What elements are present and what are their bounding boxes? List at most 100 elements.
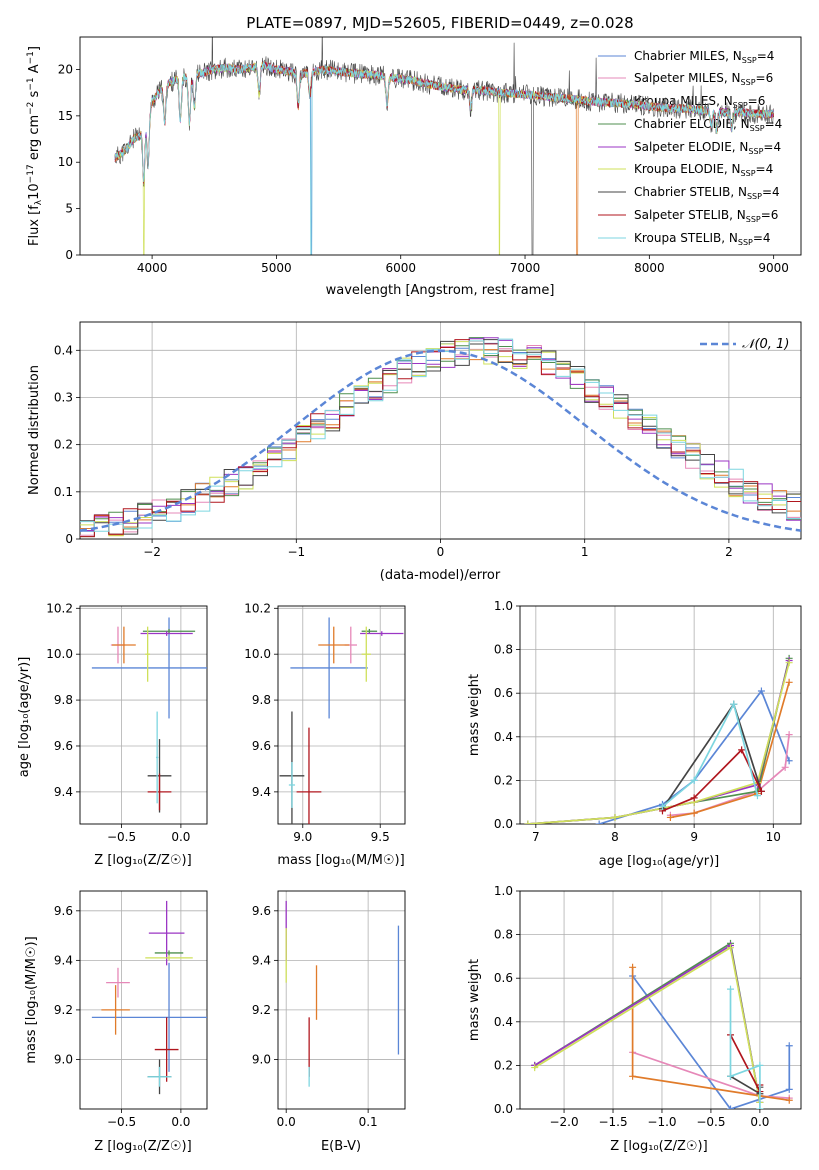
data-point: [318, 626, 350, 664]
y-tick-label: 9.6: [252, 739, 271, 753]
residuals-ylabel: Normed distribution: [27, 365, 42, 495]
x-tick-label: −2: [143, 545, 161, 559]
weight-marker: [690, 794, 698, 802]
data-point: [145, 955, 193, 961]
data-point: [154, 950, 184, 956]
weight-marker: [690, 809, 698, 817]
normal-curve-legend-label: 𝒩(0, 1): [742, 337, 789, 352]
spectrum-frame: [79, 36, 802, 256]
weight_vs_Z-axes: −2.0 −1.5 −1.0 −0.5 0.0 0.0 0.2 0.4 0.6 0.8 1.0: [494, 884, 802, 1129]
legend-label: Kroupa ELODIE, NSSP=4: [634, 162, 773, 178]
y-tick-label: 9.0: [252, 1052, 271, 1066]
weight-series-line: [729, 989, 761, 1109]
data-point: [145, 626, 151, 682]
agemass-xlabel: mass [log₁₀(M/M☉)]: [277, 853, 404, 868]
x-tick-label: −0.5: [696, 1115, 725, 1129]
weight_vs_age-series: [524, 654, 793, 824]
mass_vs_ebv-axes: 0.0 0.1 9.0 9.2 9.4 9.6: [252, 890, 406, 1129]
normal-curve: [80, 349, 801, 532]
weight-marker: [757, 787, 765, 795]
y-tick-label: 0.0: [494, 817, 513, 831]
weight-series-line: [670, 682, 790, 819]
x-tick-label: 4000: [137, 261, 168, 275]
y-tick-label: 0: [65, 532, 73, 546]
data-point: [142, 628, 196, 634]
x-tick-label: 7000: [510, 261, 541, 275]
weight-marker: [658, 803, 666, 811]
weight_vs_Z-frame: [519, 890, 802, 1110]
data-point: [106, 967, 130, 998]
weight-marker: [531, 1064, 539, 1072]
y-tick-label: 0.2: [54, 438, 73, 452]
residuals-xlabel: (data-model)/error: [380, 568, 501, 583]
legend-label: Salpeter ELODIE, NSSP=4: [634, 140, 781, 156]
x-tick-label: 8: [611, 830, 619, 844]
data-point: [148, 900, 185, 966]
y-tick-label: 9.4: [252, 953, 271, 967]
x-tick-label: 9000: [758, 261, 789, 275]
figure-title: PLATE=0897, MJD=52605, FIBERID=0449, z=0…: [246, 14, 633, 32]
y-tick-label: 9.2: [54, 1003, 73, 1017]
weight-marker: [785, 1042, 793, 1050]
weightz-xlabel: Z [log₁₀(Z/Z☉)]: [610, 1139, 707, 1154]
spectrum-series-group: [114, 37, 775, 255]
y-tick-label: 15: [58, 109, 73, 123]
weight_vs_age-frame: [519, 605, 802, 825]
data-point: [140, 631, 193, 636]
data-point: [147, 773, 172, 811]
x-tick-label: 6000: [385, 261, 416, 275]
weight-series-line: [631, 967, 790, 1102]
y-tick-label: 0.0: [494, 1102, 513, 1116]
x-tick-label: 9.5: [371, 830, 390, 844]
mass_vs_ebv-points: [285, 900, 400, 1087]
y-tick-label: 9.8: [252, 693, 271, 707]
weight-marker: [611, 813, 619, 821]
weight-marker: [785, 731, 793, 739]
y-tick-label: 9.6: [252, 904, 271, 918]
spectrum-series-line: [114, 60, 774, 255]
weight-marker: [629, 963, 637, 971]
massz-ylabel: mass [log₁₀(M/M☉)]: [24, 936, 39, 1063]
weightage-ylabel: mass weight: [467, 674, 482, 756]
weight-marker: [785, 1096, 793, 1104]
weight-marker: [727, 1072, 735, 1080]
spectrum-ylabel: Flux [fλ10−17 erg cm−2 s−1 A−1]: [26, 46, 44, 246]
histogram-group: [80, 337, 801, 538]
y-tick-label: 1.0: [494, 884, 513, 898]
x-tick-label: 9: [690, 830, 698, 844]
weight-marker: [781, 763, 789, 771]
weight-marker: [738, 746, 746, 754]
y-tick-label: 20: [58, 62, 73, 76]
weight-marker: [785, 659, 793, 667]
data-point: [101, 985, 130, 1035]
x-tick-label: −0.5: [107, 830, 136, 844]
y-tick-label: 9.4: [54, 953, 73, 967]
data-point: [360, 631, 404, 636]
residuals-frame: [79, 321, 802, 540]
y-tick-label: 10.2: [46, 601, 73, 615]
y-tick-label: 10.0: [244, 647, 271, 661]
weight-marker: [666, 813, 674, 821]
data-point: [361, 628, 378, 634]
data-point: [154, 1017, 179, 1082]
data-point: [91, 962, 207, 1072]
y-tick-label: 0.8: [494, 928, 513, 942]
x-tick-label: −1.0: [647, 1115, 676, 1129]
legend-label: Salpeter MILES, NSSP=6: [634, 71, 773, 87]
weightage-xlabel: age [log₁₀(age/yr)]: [599, 854, 720, 869]
weight-marker: [785, 678, 793, 686]
x-tick-label: 0: [437, 545, 445, 559]
mass_vs_Z-points: [91, 900, 207, 1095]
data-point: [91, 617, 207, 719]
x-tick-label: 0.1: [359, 1115, 378, 1129]
weight-marker: [524, 820, 532, 824]
y-tick-label: 9.6: [54, 739, 73, 753]
y-tick-label: 9.4: [54, 785, 73, 799]
weight-marker: [629, 1072, 637, 1080]
data-point: [361, 626, 371, 682]
x-tick-label: 8000: [634, 261, 665, 275]
weight-marker: [753, 792, 761, 800]
weight-marker: [727, 985, 735, 993]
age_vs_mass-frame: [277, 605, 406, 825]
x-tick-label: 0.0: [171, 830, 190, 844]
